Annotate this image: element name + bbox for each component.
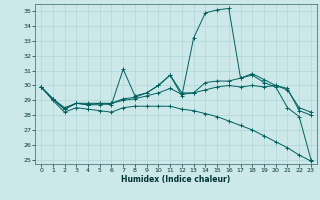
X-axis label: Humidex (Indice chaleur): Humidex (Indice chaleur) [121, 175, 231, 184]
